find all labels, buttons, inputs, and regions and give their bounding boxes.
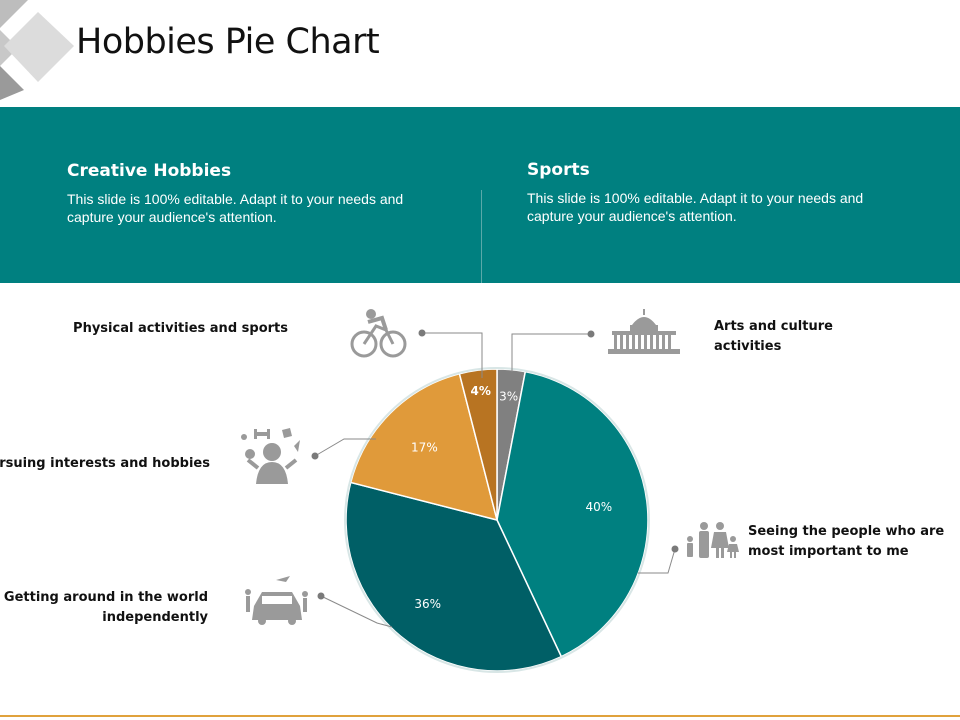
juggling-person-icon bbox=[241, 428, 300, 484]
leader-getting bbox=[320, 595, 393, 628]
leader-pursuing bbox=[314, 438, 376, 457]
leader-lines bbox=[311, 329, 679, 628]
car-travel-icon bbox=[245, 576, 308, 625]
label-pursuing-interests: Pursuing interests and hobbies bbox=[0, 456, 210, 471]
leader-seeing-dot bbox=[671, 545, 679, 553]
label-getting-around: Getting around in the world independentl… bbox=[3, 590, 208, 625]
label-arts-culture: Arts and culture activities bbox=[714, 319, 833, 354]
pie-slice-1 bbox=[496, 370, 649, 658]
label-seeing-people: Seeing the people who are most important… bbox=[748, 524, 945, 559]
family-icon bbox=[687, 522, 739, 558]
creative-hobbies-block: Creative Hobbies This slide is 100% edit… bbox=[67, 161, 437, 226]
pie-slice-2 bbox=[345, 481, 563, 672]
page-title: Hobbies Pie Chart bbox=[76, 22, 380, 62]
band-divider bbox=[481, 190, 482, 283]
corner-decoration bbox=[0, 0, 74, 100]
leader-seeing bbox=[638, 548, 676, 574]
pie-percent-label-4: 4% bbox=[471, 384, 491, 398]
pie-outline bbox=[344, 367, 650, 673]
cyclist-icon bbox=[350, 309, 407, 358]
leader-physical-dot bbox=[418, 329, 426, 337]
capitol-building-icon bbox=[608, 309, 680, 354]
info-band: Creative Hobbies This slide is 100% edit… bbox=[0, 107, 960, 283]
sports-text: This slide is 100% editable. Adapt it to… bbox=[527, 190, 864, 224]
sports-heading: Sports bbox=[527, 160, 590, 180]
pie-percent-label-1: 40% bbox=[586, 500, 613, 514]
pie-percent-label-0: 3% bbox=[499, 390, 518, 404]
sports-block: Sports This slide is 100% editable. Adap… bbox=[527, 160, 897, 225]
leader-physical bbox=[422, 332, 483, 378]
bottom-accent-line bbox=[0, 715, 960, 717]
pie-slice-3 bbox=[349, 372, 499, 522]
pie-percent-labels: 3% 40% 36% 17% 4% bbox=[411, 384, 612, 611]
creative-hobbies-heading: Creative Hobbies bbox=[67, 161, 232, 181]
label-physical-activities: Physical activities and sports bbox=[73, 321, 288, 336]
leader-arts bbox=[511, 333, 591, 372]
leader-getting-dot bbox=[317, 592, 325, 600]
pie-slices bbox=[344, 367, 650, 673]
leader-pursuing-dot bbox=[311, 452, 319, 460]
pie-percent-label-3: 17% bbox=[411, 440, 438, 454]
creative-hobbies-text: This slide is 100% editable. Adapt it to… bbox=[67, 191, 404, 225]
leader-arts-dot bbox=[587, 330, 595, 338]
pie-percent-label-2: 36% bbox=[414, 597, 441, 611]
